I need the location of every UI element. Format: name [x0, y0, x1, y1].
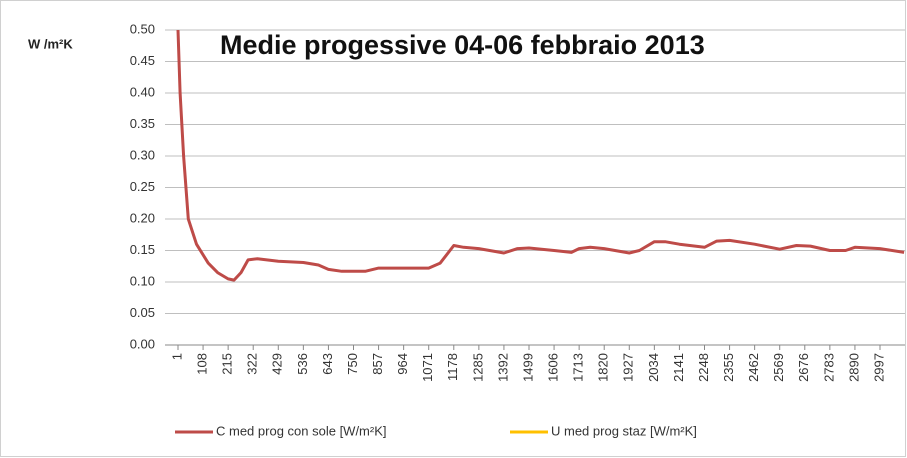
- y-tick-label: 0.05: [130, 305, 155, 320]
- x-tick-label: 2783: [821, 353, 836, 382]
- y-tick-label: 0.10: [130, 273, 155, 288]
- y-tick-label: 0.40: [130, 84, 155, 99]
- x-tick-label: 1392: [495, 353, 510, 382]
- y-tick-label: 0.15: [130, 242, 155, 257]
- chart-title: Medie progessive 04-06 febbraio 2013: [220, 30, 705, 60]
- x-tick-label: 1499: [520, 353, 535, 382]
- x-tick-label: 215: [220, 353, 235, 375]
- y-tick-label: 0.45: [130, 53, 155, 68]
- x-tick-label: 108: [195, 353, 210, 375]
- y-tick-label: 0.25: [130, 179, 155, 194]
- x-tick-label: 429: [270, 353, 285, 375]
- x-tick-label: 1713: [571, 353, 586, 382]
- y-axis-label: W /m²K: [28, 36, 73, 51]
- y-tick-label: 0.30: [130, 147, 155, 162]
- legend-label: U med prog staz [W/m²K]: [551, 423, 697, 438]
- x-tick-label: 1: [169, 353, 184, 360]
- legend-label: C med prog con sole [W/m²K]: [216, 423, 387, 438]
- x-tick-label: 322: [245, 353, 260, 375]
- x-tick-label: 2141: [671, 353, 686, 382]
- x-tick-label: 2676: [796, 353, 811, 382]
- x-tick-label: 1820: [596, 353, 611, 382]
- y-tick-label: 0.35: [130, 116, 155, 131]
- x-tick-label: 750: [345, 353, 360, 375]
- x-tick-label: 536: [295, 353, 310, 375]
- y-tick-label: 0.00: [130, 336, 155, 351]
- x-tick-label: 2569: [771, 353, 786, 382]
- x-tick-label: 2355: [721, 353, 736, 382]
- y-tick-label: 0.50: [130, 21, 155, 36]
- x-tick-label: 857: [370, 353, 385, 375]
- x-tick-label: 2890: [846, 353, 861, 382]
- x-tick-label: 1606: [546, 353, 561, 382]
- x-tick-label: 1178: [445, 353, 460, 381]
- x-tick-label: 1285: [470, 353, 485, 382]
- x-tick-label: 964: [395, 353, 410, 375]
- x-tick-label: 1071: [420, 353, 435, 382]
- x-tick-label: 2248: [696, 353, 711, 382]
- x-tick-label: 643: [320, 353, 335, 375]
- series-line: [176, 29, 905, 282]
- x-tick-label: 2997: [871, 353, 886, 382]
- y-tick-label: 0.20: [130, 210, 155, 225]
- x-tick-label: 2034: [646, 353, 661, 382]
- x-tick-label: 2462: [746, 353, 761, 382]
- x-tick-label: 1927: [621, 353, 636, 382]
